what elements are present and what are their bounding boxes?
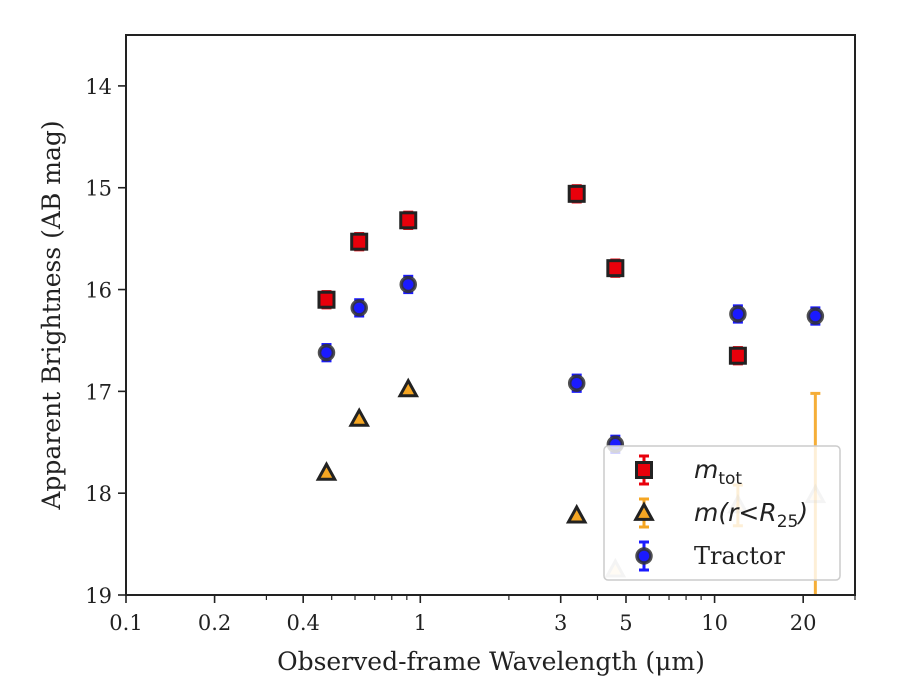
y-tick-label: 18 — [85, 482, 112, 506]
series-circle — [317, 274, 825, 454]
data-point — [397, 377, 420, 398]
y-tick-label: 15 — [85, 177, 112, 201]
y-tick-label: 19 — [85, 584, 112, 608]
plot-frame — [125, 34, 856, 596]
x-tick-label: 0.2 — [198, 611, 231, 635]
data-point — [317, 343, 336, 362]
series-layer — [315, 184, 827, 595]
x-tick-label: 5 — [619, 611, 632, 635]
data-point — [806, 307, 825, 325]
data-point — [317, 290, 336, 309]
legend-label: mtot — [694, 455, 742, 489]
data-point — [348, 407, 370, 427]
data-point — [606, 259, 625, 278]
data-point — [350, 232, 369, 251]
plot-area — [315, 184, 827, 595]
legend-label: m(r<R25) — [694, 498, 808, 532]
axes: 0.1 0.2 0.4 1 3 5 10 20 14 15 16 17 18 19 — [85, 34, 856, 635]
y-tick-label: 17 — [85, 380, 112, 404]
legend-marker — [635, 547, 653, 565]
data-point — [315, 461, 338, 481]
x-tick-label: 20 — [790, 611, 817, 635]
data-point — [350, 299, 368, 317]
y-axis-label: Apparent Brightness (AB mag) — [37, 120, 66, 510]
legend: mtot m(r<R25) Tractor — [603, 445, 841, 581]
series-square — [317, 184, 747, 366]
x-tick-label: 1 — [414, 611, 427, 635]
data-point — [567, 374, 586, 392]
legend-marker — [635, 461, 653, 479]
legend-marker — [633, 501, 655, 521]
x-tick-label: 10 — [701, 611, 728, 635]
data-point — [565, 503, 588, 524]
data-point — [728, 346, 747, 365]
x-tick-label: 0.4 — [286, 611, 319, 635]
y-tick-label: 14 — [85, 75, 112, 99]
legend-label: Tractor — [694, 542, 785, 570]
data-point — [567, 184, 586, 203]
x-tick-label: 3 — [554, 611, 567, 635]
data-point — [399, 275, 417, 294]
x-tick-label: 0.1 — [109, 611, 142, 635]
data-point — [729, 305, 747, 323]
data-point — [399, 211, 418, 230]
x-axis-label: Observed-frame Wavelength (μm) — [277, 647, 705, 676]
y-tick-label: 16 — [85, 279, 112, 303]
legend-box — [603, 445, 841, 581]
